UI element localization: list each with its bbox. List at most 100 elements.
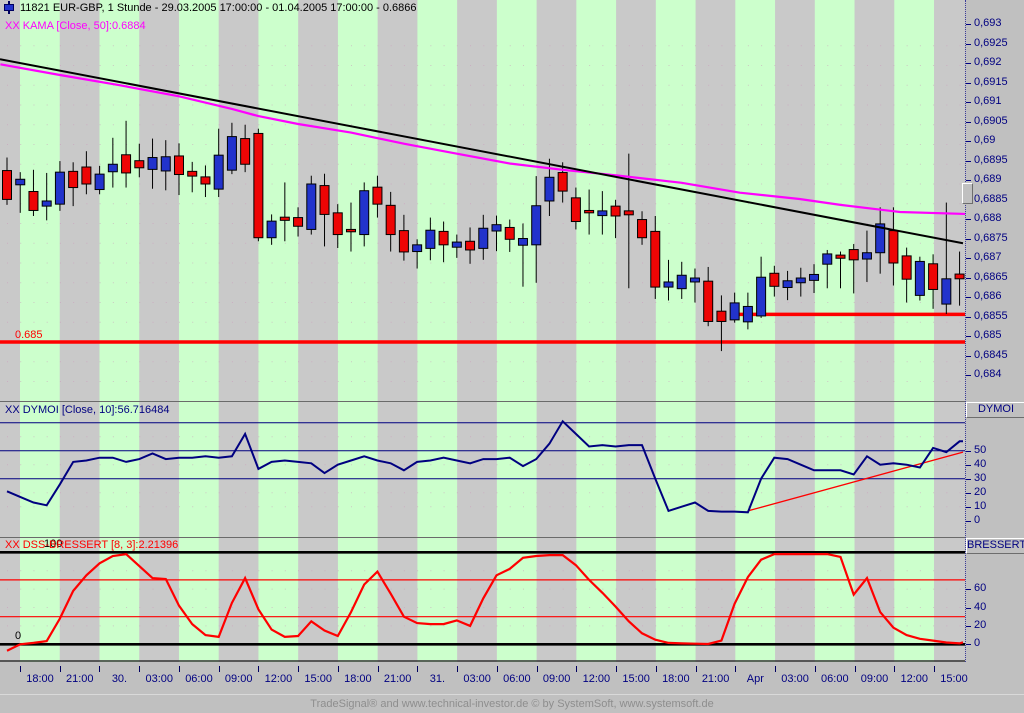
price-axis-panel[interactable]: 0,693 0,6925 0,692 0,6915 0,691 0,6905 0,69 0,6…	[962, 0, 1024, 662]
axis-splitter-handle[interactable]	[962, 183, 973, 204]
price-tick	[966, 375, 971, 376]
candle-body	[848, 249, 859, 261]
candle-body	[68, 170, 79, 189]
bressert-panel-header[interactable]: BRESSERT	[966, 538, 1024, 554]
candle-body	[795, 277, 806, 284]
price-axis-label: 0,6925	[974, 36, 1008, 49]
candle-body	[54, 171, 65, 205]
candle-body	[319, 185, 330, 215]
indicator-axis-label: 30	[974, 471, 987, 484]
candle-body	[451, 241, 462, 248]
session-band	[258, 0, 299, 662]
candle-body	[438, 230, 449, 246]
candle-body	[623, 210, 634, 216]
time-tick	[218, 666, 220, 672]
bressert-indicator-label[interactable]: XX DSS-BRESSERT [8, 3]:2.21396	[5, 539, 179, 551]
candle-body	[253, 132, 264, 239]
dymoi-panel-header[interactable]: DYMOI	[966, 402, 1024, 418]
candle-body	[875, 223, 886, 254]
candle-body	[491, 224, 502, 232]
candle-body	[478, 227, 489, 249]
chart-area[interactable]	[0, 0, 965, 662]
time-tick	[695, 666, 697, 672]
price-tick	[966, 121, 971, 123]
price-axis-label: 0,6915	[974, 75, 1008, 88]
candle-body	[716, 310, 727, 322]
candle-body	[332, 212, 343, 236]
session-band	[655, 0, 696, 662]
time-tick	[20, 666, 21, 672]
candle-body	[28, 191, 39, 211]
time-axis-label: 21:00	[65, 673, 94, 685]
candle-body	[597, 210, 608, 217]
session-band	[814, 0, 855, 662]
price-axis-label: 0,6875	[974, 231, 1008, 244]
bressert-0-label: 0	[15, 630, 22, 642]
price-axis-label: 0,684	[974, 368, 1002, 380]
candle-body	[385, 204, 396, 236]
time-axis-label: 09:00	[224, 673, 253, 685]
candle-body	[888, 230, 899, 264]
candle-body	[2, 170, 12, 200]
price-tick	[966, 102, 971, 103]
time-axis-label: 12:00	[582, 673, 611, 685]
candle-body	[941, 278, 952, 305]
price-axis-label: 0,693	[974, 17, 1002, 29]
time-axis-label: 06:00	[185, 673, 213, 685]
price-tick	[966, 141, 971, 142]
candle-body	[359, 190, 370, 236]
time-tick	[258, 666, 260, 672]
time-tick	[457, 666, 459, 672]
candle-body	[584, 209, 595, 214]
candle-body	[914, 260, 925, 296]
time-tick	[655, 666, 657, 672]
price-tick	[966, 82, 971, 84]
time-axis-label: 31.	[429, 673, 446, 685]
time-axis-label: 03:00	[781, 673, 809, 685]
time-axis[interactable]: 18:00 21:00 30. 03:00 06:00 09:00 12:00 15:00 18…	[0, 662, 1024, 694]
time-tick	[496, 666, 498, 672]
price-axis-label: 0,6905	[974, 114, 1008, 127]
price-axis-label: 0,689	[974, 173, 1002, 185]
price-tick	[966, 336, 971, 337]
dymoi-indicator-label[interactable]: XX DYMOI [Close, 10]:56.716484	[5, 404, 170, 416]
time-tick	[735, 666, 737, 672]
indicator-axis-label: 60	[974, 582, 987, 595]
time-tick	[298, 666, 300, 672]
candle-body	[689, 277, 700, 283]
candle-body	[306, 183, 317, 230]
price-trendline	[0, 58, 964, 245]
candle-body	[465, 240, 476, 251]
candle-body	[226, 136, 237, 171]
price-tick	[966, 355, 971, 357]
candle-body	[372, 186, 383, 205]
indicator-axis-label: 0	[974, 637, 981, 650]
candle-body	[703, 280, 714, 322]
price-tick	[966, 297, 971, 298]
price-tick	[966, 63, 971, 64]
price-tick	[966, 43, 971, 45]
session-band	[735, 0, 776, 662]
candle-body	[279, 216, 290, 221]
candle-body	[570, 197, 581, 223]
candle-body	[240, 138, 251, 165]
candle-body	[928, 263, 939, 290]
chart-canvas[interactable]	[0, 0, 965, 662]
candle-body	[15, 178, 26, 186]
candle-body	[742, 305, 753, 323]
candle-body	[954, 273, 965, 280]
time-axis-label: Apr	[746, 673, 764, 685]
candle-body	[835, 254, 846, 259]
indicator-axis-label: 40	[974, 600, 987, 613]
candle-body	[134, 160, 145, 169]
indicator-tick	[966, 625, 971, 627]
time-axis-label: 03:00	[145, 673, 173, 685]
price-axis-label: 0,691	[974, 95, 1002, 107]
candle-body	[200, 176, 211, 185]
candle-body	[173, 155, 184, 176]
indicator-tick	[966, 478, 971, 480]
indicator-axis-label: 40	[974, 457, 987, 470]
kama-indicator-label[interactable]: XX KAMA [Close, 50]:0.6884	[5, 20, 146, 32]
candle-body	[121, 154, 132, 174]
time-axis-label: 18:00	[344, 673, 372, 685]
